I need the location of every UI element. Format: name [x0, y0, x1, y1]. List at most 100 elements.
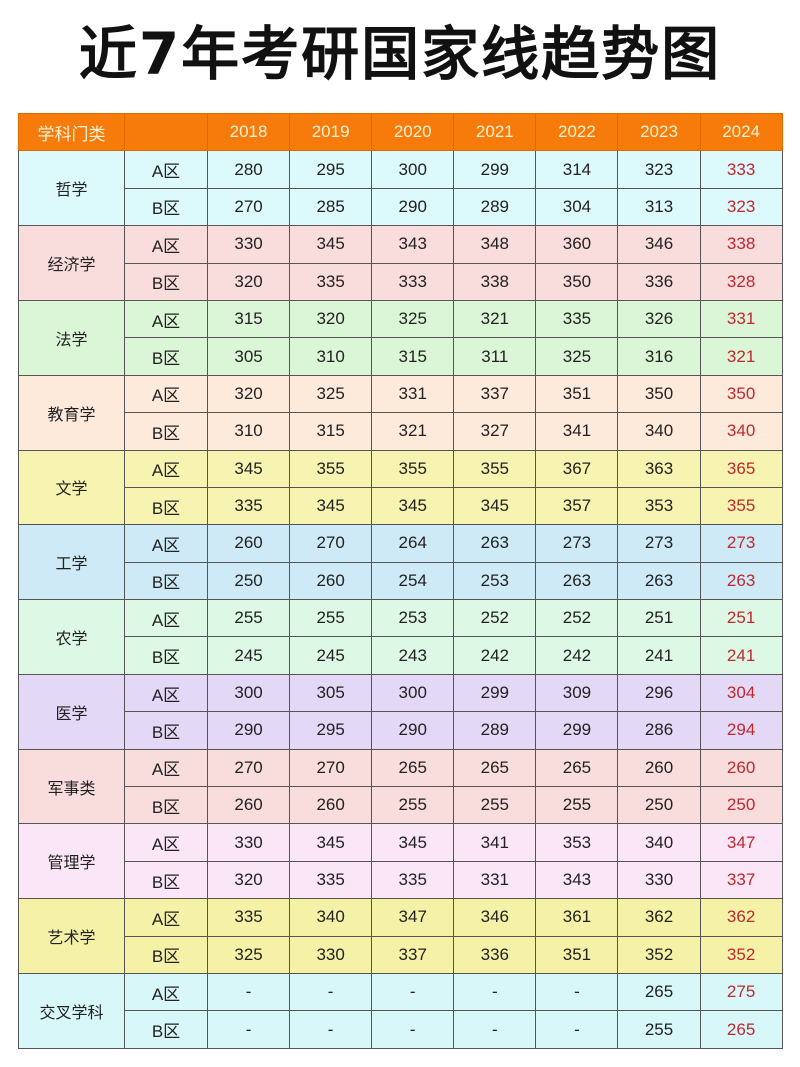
score-cell-2023: 350: [617, 374, 701, 414]
score-cell-2019: 345: [289, 225, 373, 264]
score-cell-2021: 331: [453, 860, 537, 900]
zone-cell: B区: [124, 412, 208, 451]
table-row: B区 320 335 335 331 343 330 337: [18, 860, 783, 900]
zone-cell: A区: [124, 524, 208, 563]
score-cell-2022: 367: [535, 449, 619, 488]
score-cell-2018: -: [206, 972, 291, 1012]
score-cell-2020: 321: [371, 412, 455, 451]
score-cell-2023: 296: [617, 673, 701, 713]
score-cell-2019: 355: [289, 449, 373, 488]
score-cell-2020: -: [371, 1010, 455, 1049]
score-cell-2020: 347: [371, 898, 455, 937]
score-cell-2023: 326: [617, 299, 701, 339]
score-cell-2020: 300: [371, 150, 455, 189]
table-row: 经济学 A区 330 345 343 348 360 346 338: [18, 225, 783, 301]
score-cell-2024: 350: [699, 374, 783, 414]
score-cell-2019: 270: [289, 524, 373, 563]
score-cell-2024: 294: [699, 711, 783, 750]
zone-cell: B区: [124, 786, 208, 825]
score-cell-2023: 265: [617, 972, 701, 1012]
score-cell-2020: 315: [371, 337, 455, 376]
score-cell-2019: 335: [289, 860, 373, 900]
score-cell-2019: 255: [289, 599, 373, 638]
header-year-2018: 2018: [206, 112, 291, 152]
score-cell-2020: 337: [371, 935, 455, 974]
score-cell-2022: 351: [535, 374, 619, 414]
score-cell-2020: 290: [371, 711, 455, 750]
subject-cell: 工学: [18, 524, 125, 601]
zone-cell: B区: [124, 486, 208, 526]
table-row: B区 - - - - -255 265: [18, 1010, 783, 1049]
zone-cell: A区: [124, 150, 208, 189]
score-cell-2020: 335: [371, 860, 455, 900]
score-cell-2019: 320: [289, 299, 373, 339]
score-cell-2020: 331: [371, 374, 455, 414]
score-cell-2018: 250: [206, 561, 291, 601]
score-cell-2024: 362: [699, 898, 783, 937]
score-cell-2021: 311: [453, 337, 537, 376]
score-cell-2022: 304: [535, 187, 619, 227]
subject-cell: 军事类: [18, 748, 125, 825]
score-cell-2023: 346: [617, 225, 701, 264]
score-cell-2021: 299: [453, 150, 537, 189]
zone-cell: B区: [124, 337, 208, 376]
score-cell-2023: 260: [617, 748, 701, 788]
score-cell-2021: -: [453, 972, 537, 1012]
table-row: B区 305 310 315 311 325 316 321: [18, 337, 783, 376]
score-cell-2020: 325: [371, 299, 455, 339]
score-cell-2021: 338: [453, 262, 537, 301]
score-cell-2024: 273: [699, 524, 783, 563]
score-cell-2018: 320: [206, 860, 291, 900]
score-cell-2020: 343: [371, 225, 455, 264]
score-cell-2020: 355: [371, 449, 455, 488]
header-category: 学科门类: [18, 112, 125, 152]
score-cell-2022: 357: [535, 486, 619, 526]
table-row: B区 320 335 333 338 350 336 328: [18, 262, 783, 301]
zone-cell: A区: [124, 748, 208, 788]
score-cell-2020: 300: [371, 673, 455, 713]
subject-cell: 艺术学: [18, 898, 125, 974]
subject-cell: 法学: [18, 299, 125, 376]
score-cell-2023: 250: [617, 786, 701, 825]
table-row: 法学 A区 315 320 325 321 335 326 331: [18, 299, 783, 376]
table-header-row: 学科门类 2018 2019 2020 2021 2022 2023 2024: [18, 112, 783, 152]
score-cell-2024: 333: [699, 150, 783, 189]
score-cell-2018: 330: [206, 823, 291, 862]
score-cell-2020: 290: [371, 187, 455, 227]
zone-cell: B区: [124, 561, 208, 601]
score-cell-2022: 265: [535, 748, 619, 788]
header-year-2020: 2020: [371, 112, 455, 152]
score-cell-2018: 305: [206, 337, 291, 376]
score-cell-2022: 361: [535, 898, 619, 937]
score-cell-2018: 310: [206, 412, 291, 451]
score-cell-2024: 323: [699, 187, 783, 227]
score-cell-2019: 345: [289, 486, 373, 526]
score-cell-2019: 335: [289, 262, 373, 301]
score-cell-2024: 355: [699, 486, 783, 526]
score-cell-2018: 300: [206, 673, 291, 713]
zone-cell: A区: [124, 299, 208, 339]
score-cell-2020: 265: [371, 748, 455, 788]
score-cell-2022: 263: [535, 561, 619, 601]
score-cell-2021: 253: [453, 561, 537, 601]
table-row: 哲学 A区 280 295 300 299 314 323 333: [18, 150, 783, 227]
score-cell-2021: 346: [453, 898, 537, 937]
table-row: B区 250 260 254 253 263 263 263: [18, 561, 783, 601]
score-cell-2018: 260: [206, 786, 291, 825]
zone-cell: B区: [124, 262, 208, 301]
score-cell-2019: 345: [289, 823, 373, 862]
score-cell-2022: 325: [535, 337, 619, 376]
score-cell-2021: 265: [453, 748, 537, 788]
score-cell-2020: 255: [371, 786, 455, 825]
score-cell-2023: 251: [617, 599, 701, 638]
score-cell-2018: 255: [206, 599, 291, 638]
table-row: 教育学 A区 320 325 331 337 351 350 350: [18, 374, 783, 451]
table-row: 交叉学科 A区 - - - - -265 275: [18, 972, 783, 1049]
header-year-2019: 2019: [289, 112, 373, 152]
score-cell-2021: 355: [453, 449, 537, 488]
score-cell-2023: 263: [617, 561, 701, 601]
score-cell-2020: 254: [371, 561, 455, 601]
score-cell-2022: 314: [535, 150, 619, 189]
score-cell-2018: 260: [206, 524, 291, 563]
score-cell-2018: 280: [206, 150, 291, 189]
